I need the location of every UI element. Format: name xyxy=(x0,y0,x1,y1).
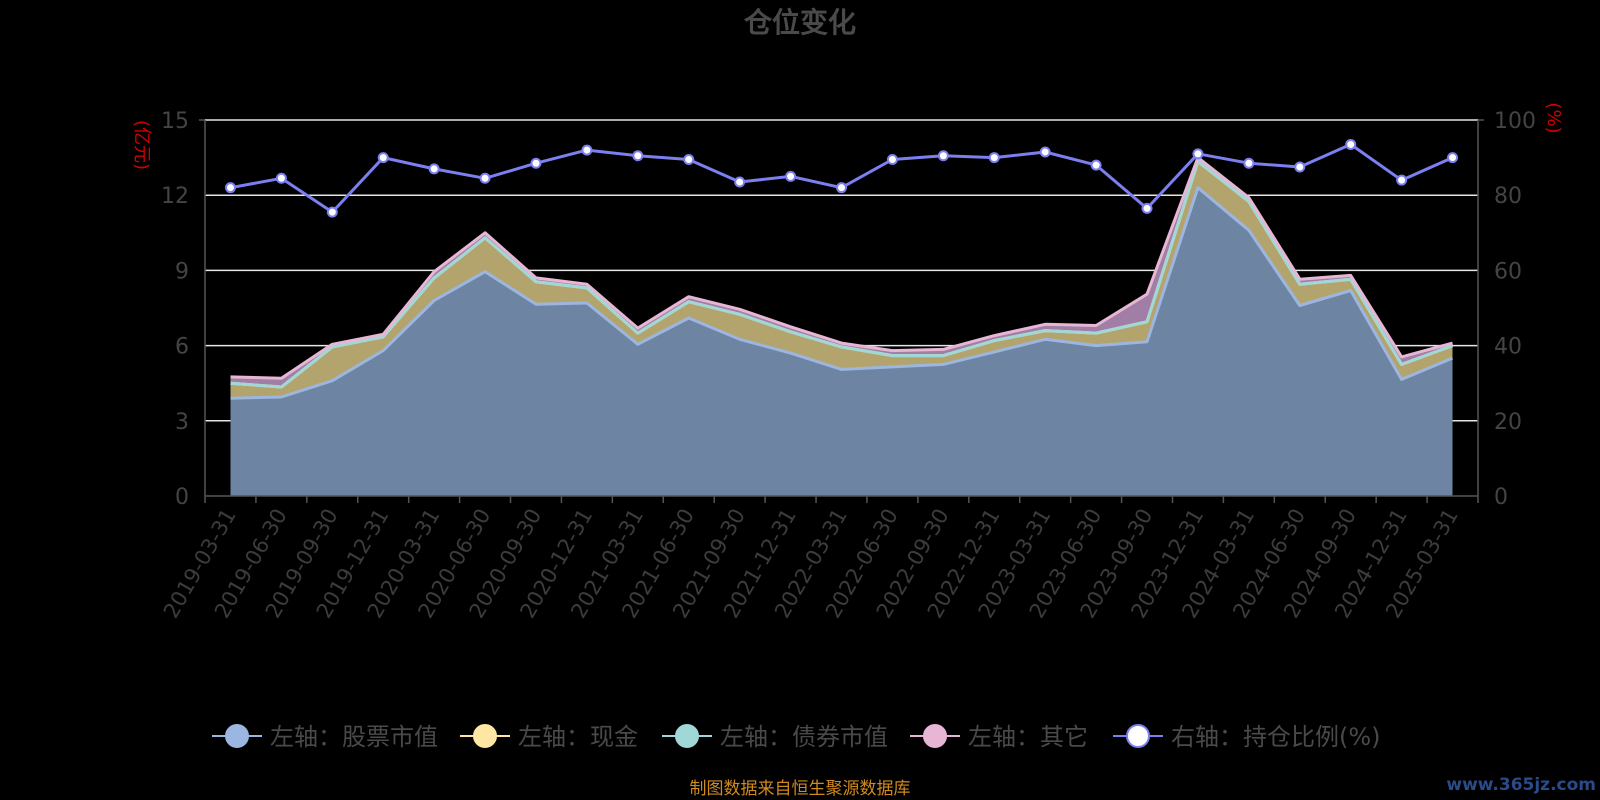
position-ratio-point xyxy=(937,150,949,162)
left-axis-tick-label: 15 xyxy=(161,109,189,134)
position-ratio-point xyxy=(377,152,389,164)
position-ratio-point xyxy=(1039,146,1051,158)
position-ratio-point xyxy=(734,176,746,188)
position-ratio-point xyxy=(428,163,440,175)
position-ratio-point xyxy=(1192,148,1204,160)
position-ratio-point xyxy=(1090,159,1102,171)
legend-label: 左轴：股票市值 xyxy=(270,723,438,751)
position-ratio-point xyxy=(683,153,695,165)
position-ratio-point xyxy=(1447,152,1459,164)
left-axis-tick-label: 6 xyxy=(175,335,189,360)
position-ratio-point xyxy=(479,172,491,184)
watermark: www.365jz.com xyxy=(1446,775,1596,795)
legend: 左轴：股票市值 左轴：现金 左轴：债券市值 左轴：其它 右轴：持仓比例(%) xyxy=(212,723,1381,751)
right-axis-tick-label: 100 xyxy=(1494,109,1536,134)
stacked-areas xyxy=(230,157,1453,496)
position-ratio-point xyxy=(1141,202,1153,214)
position-ratio-point xyxy=(1294,161,1306,173)
position-ratio-point xyxy=(326,206,338,218)
position-ratio-point xyxy=(836,182,847,194)
legend-marker xyxy=(675,724,699,748)
position-ratio-point xyxy=(530,157,542,169)
position-ratio-point xyxy=(275,172,287,184)
right-axis-tick-label: 80 xyxy=(1494,184,1522,209)
legend-marker xyxy=(1126,724,1150,748)
series-lines xyxy=(224,138,1459,400)
left-axis-tick-label: 3 xyxy=(175,410,189,435)
right-axis-unit: (%) xyxy=(1543,102,1564,133)
position-ratio-point xyxy=(1243,157,1255,169)
right-axis-tick-label: 20 xyxy=(1494,410,1522,435)
left-axis-tick-label: 12 xyxy=(161,184,189,209)
legend-marker xyxy=(473,724,497,748)
position-ratio-point xyxy=(581,144,593,156)
legend-label: 左轴：其它 xyxy=(968,723,1088,751)
line-左轴：股票市值 xyxy=(230,186,1454,400)
legend-label: 左轴：现金 xyxy=(518,723,638,751)
position-ratio-point xyxy=(886,153,898,165)
right-axis-tick-label: 40 xyxy=(1494,335,1522,360)
left-axis-tick-label: 0 xyxy=(175,485,189,510)
left-axis-unit: (亿元) xyxy=(131,120,152,170)
legend-label: 右轴：持仓比例(%) xyxy=(1171,723,1381,751)
line-左轴：债券市值 xyxy=(230,159,1454,389)
chart-title: 仓位变化 xyxy=(744,6,856,39)
legend-marker xyxy=(923,724,947,748)
position-ratio-point xyxy=(632,150,644,162)
position-ratio-point xyxy=(988,152,1000,164)
position-ratio-point xyxy=(1345,138,1357,150)
position-ratio-point xyxy=(224,182,236,194)
right-axis-tick-label: 0 xyxy=(1494,485,1508,510)
position-ratio-point xyxy=(1396,174,1408,186)
area-左轴：股票市值 xyxy=(230,187,1453,496)
position-ratio-point xyxy=(785,170,797,182)
line-position-ratio xyxy=(230,142,1454,214)
line-左轴：其它 xyxy=(230,156,1453,380)
legend-label: 左轴：债券市值 xyxy=(720,723,888,751)
right-axis-tick-label: 60 xyxy=(1494,259,1522,284)
data-source-note: 制图数据来自恒生聚源数据库 xyxy=(690,779,911,799)
legend-marker xyxy=(225,724,249,748)
left-axis-tick-label: 9 xyxy=(175,259,189,284)
